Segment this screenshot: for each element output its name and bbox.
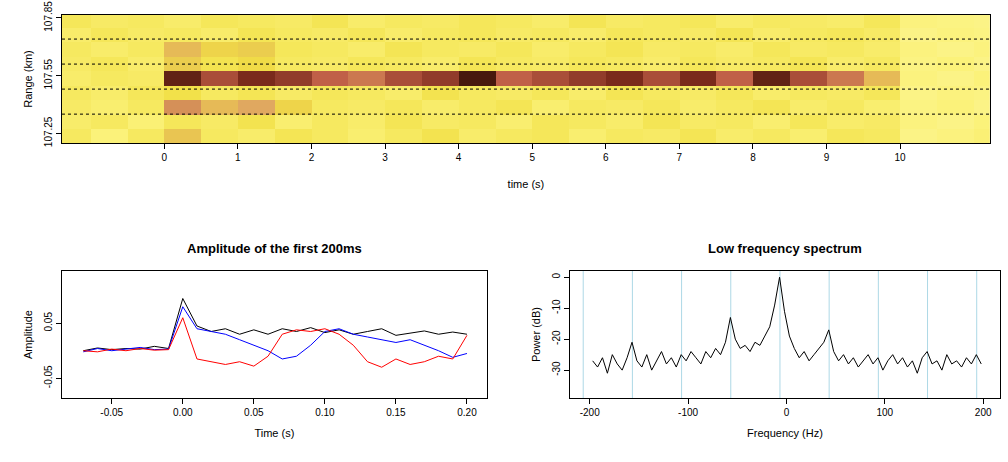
svg-text:107.85: 107.85 xyxy=(43,1,54,32)
svg-text:Range (km): Range (km) xyxy=(22,50,34,107)
svg-text:5: 5 xyxy=(529,152,535,163)
svg-text:0: 0 xyxy=(161,152,167,163)
svg-text:2: 2 xyxy=(309,152,315,163)
svg-text:-100: -100 xyxy=(678,407,698,418)
svg-text:-200: -200 xyxy=(580,407,600,418)
svg-text:0.10: 0.10 xyxy=(315,407,335,418)
svg-text:time (s): time (s) xyxy=(508,178,545,190)
svg-text:0.05: 0.05 xyxy=(244,407,264,418)
svg-text:8: 8 xyxy=(750,152,756,163)
svg-text:0.15: 0.15 xyxy=(386,407,406,418)
svg-text:3: 3 xyxy=(382,152,388,163)
svg-text:100: 100 xyxy=(876,407,893,418)
svg-text:-10: -10 xyxy=(551,299,562,314)
svg-text:0.05: 0.05 xyxy=(43,312,54,332)
svg-text:107.25: 107.25 xyxy=(43,116,54,147)
svg-text:-20: -20 xyxy=(551,330,562,345)
svg-text:-0.05: -0.05 xyxy=(43,365,54,388)
svg-text:0: 0 xyxy=(551,272,562,278)
svg-text:Amplitude: Amplitude xyxy=(22,310,34,359)
svg-text:7: 7 xyxy=(677,152,683,163)
svg-text:4: 4 xyxy=(456,152,462,163)
svg-text:-30: -30 xyxy=(551,361,562,376)
svg-text:Amplitude of the first 200ms: Amplitude of the first 200ms xyxy=(187,241,362,256)
svg-text:-0.05: -0.05 xyxy=(100,407,123,418)
svg-text:0: 0 xyxy=(784,407,790,418)
svg-text:107.55: 107.55 xyxy=(43,58,54,89)
svg-text:Frequency (Hz): Frequency (Hz) xyxy=(747,427,823,439)
svg-text:Time (s): Time (s) xyxy=(254,427,294,439)
svg-text:9: 9 xyxy=(824,152,830,163)
svg-text:0.20: 0.20 xyxy=(457,407,477,418)
svg-text:10: 10 xyxy=(895,152,907,163)
svg-text:Low frequency spectrum: Low frequency spectrum xyxy=(708,241,862,256)
svg-text:200: 200 xyxy=(975,407,992,418)
svg-text:1: 1 xyxy=(235,152,241,163)
svg-text:6: 6 xyxy=(603,152,609,163)
svg-text:0.00: 0.00 xyxy=(173,407,193,418)
svg-text:Power (dB): Power (dB) xyxy=(530,307,542,362)
